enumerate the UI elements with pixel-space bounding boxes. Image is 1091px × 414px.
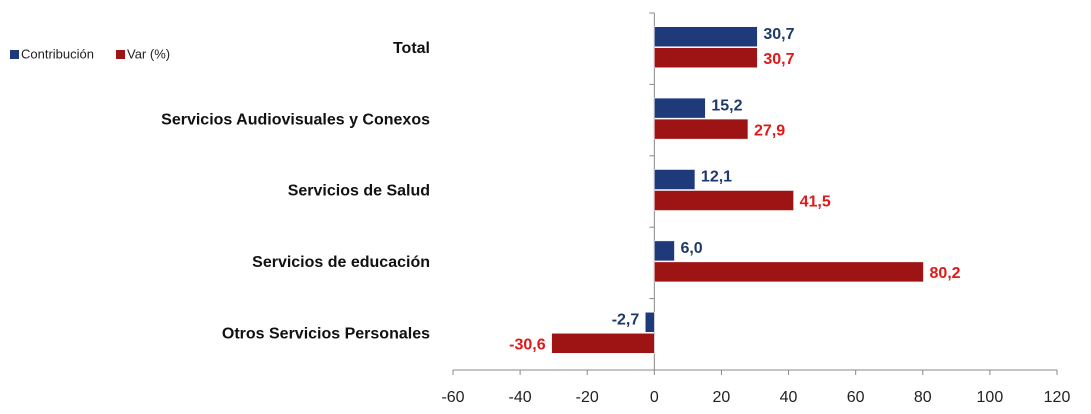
x-tick-label: 120 <box>1044 389 1071 406</box>
bar <box>654 47 758 68</box>
category-label: Otros Servicios Personales <box>222 326 430 343</box>
category-label: Total <box>393 40 430 57</box>
legend-label: Contribución <box>21 46 94 61</box>
legend-label: Var (%) <box>127 46 170 61</box>
bar <box>551 333 655 354</box>
value-label: 15,2 <box>711 97 742 114</box>
value-label: 30,7 <box>763 51 794 68</box>
x-tick-label: 100 <box>977 389 1004 406</box>
x-tick-label: 40 <box>780 389 798 406</box>
x-tick-label: -40 <box>509 389 532 406</box>
bar <box>654 169 696 190</box>
bar <box>645 312 655 333</box>
bar <box>654 118 749 140</box>
x-tick-label: 20 <box>713 389 731 406</box>
value-label: -2,7 <box>612 312 640 329</box>
value-label: 27,9 <box>754 122 785 139</box>
x-tick-label: 0 <box>650 389 659 406</box>
legend-swatch <box>10 50 19 59</box>
category-label: Servicios de Salud <box>288 183 430 200</box>
bar <box>654 26 758 47</box>
x-tick-label: 80 <box>914 389 932 406</box>
value-label: 12,1 <box>701 169 732 186</box>
x-tick-label: -20 <box>576 389 599 406</box>
bar <box>654 240 675 262</box>
bar <box>654 190 794 211</box>
legend-swatch <box>116 50 125 59</box>
category-label: Servicios Audiovisuales y Conexos <box>161 111 430 128</box>
bar <box>654 261 924 283</box>
value-label: 41,5 <box>800 194 831 211</box>
value-label: 80,2 <box>929 265 960 282</box>
x-tick-label: -60 <box>441 389 464 406</box>
value-label: -30,6 <box>509 337 546 354</box>
value-label: 6,0 <box>680 240 702 257</box>
category-label: Servicios de educación <box>252 254 430 271</box>
bar <box>654 97 706 119</box>
value-label: 30,7 <box>763 26 794 43</box>
x-tick-label: 60 <box>847 389 865 406</box>
